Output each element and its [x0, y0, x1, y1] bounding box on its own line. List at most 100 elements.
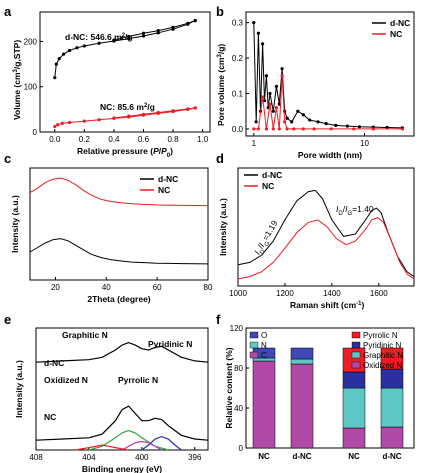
data-point-a-0	[156, 31, 160, 35]
x-tick-label-d: 1200	[276, 289, 294, 298]
bar-segment-graphitic-n	[342, 387, 366, 429]
data-point-a-0	[54, 62, 58, 66]
data-point-a-1	[193, 19, 197, 23]
data-point-b-1	[400, 127, 405, 131]
plot-frame-f	[245, 327, 415, 449]
bar-segment-oxidized-n	[342, 427, 366, 449]
legend-label-f: O	[261, 331, 267, 340]
plot-frame-a	[39, 11, 211, 133]
x-tick-label-c: 40	[102, 283, 111, 292]
legend-swatch-f	[351, 341, 361, 349]
data-point-a-1	[171, 25, 175, 29]
data-point-a-3	[186, 107, 190, 111]
data-point-a-1	[119, 36, 123, 40]
data-point-b-0	[252, 21, 256, 25]
data-point-a-3	[193, 106, 197, 110]
data-point-b-1	[271, 127, 275, 131]
legend-label-f: C	[261, 351, 267, 360]
data-point-b-1	[292, 127, 296, 131]
series-line-e-5	[75, 444, 129, 451]
x-tick-label-e: 400	[135, 453, 149, 462]
data-point-b-0	[260, 42, 265, 46]
data-point-a-2	[67, 120, 72, 125]
x-tick-label-f: d-NC	[382, 452, 401, 461]
x-tick-label-e: 408	[29, 453, 43, 462]
annotation-dnc-area: d-NC: 546.6 m2/g	[65, 32, 133, 42]
legend-swatch-f	[249, 351, 259, 359]
annotation-nc-ratio: ID/IG=1.19	[252, 218, 282, 257]
series-line-e-4	[121, 440, 162, 451]
annotation-dnc-label: d-NC	[44, 358, 64, 368]
data-point-b-0	[301, 113, 305, 117]
y-axis-title-d: Intensity (a.u.)	[218, 198, 228, 256]
data-point-b-1	[268, 102, 272, 106]
data-point-b-0	[385, 125, 389, 130]
data-point-a-3	[156, 110, 160, 115]
annotation-pyridinic-n: Pyridinic N	[148, 339, 192, 349]
data-point-a-2	[53, 124, 57, 129]
data-point-a-1	[186, 21, 190, 25]
y-tick-label-f: 40	[234, 404, 243, 413]
y-axis-title-f: Relative content (%)	[224, 347, 234, 428]
x-tick-label-f: NC	[348, 452, 360, 461]
panel-label-b: b	[216, 4, 224, 19]
x-tick-label-d: 1000	[229, 289, 247, 298]
panel-label-c: c	[4, 151, 11, 166]
legend-label-f: N	[261, 341, 267, 350]
plot-frame-b	[245, 11, 415, 137]
series-line-e-1	[35, 405, 209, 441]
data-point-b-0	[345, 124, 349, 128]
data-point-b-0	[264, 74, 269, 78]
data-point-a-1	[141, 31, 146, 35]
series-line-c-1	[29, 177, 209, 207]
data-point-b-1	[264, 127, 269, 131]
y-tick-label-a: 200	[24, 37, 38, 46]
annotation-dnc-ratio: ID/IG=1.40	[336, 204, 374, 217]
legend-label-d: d-NC	[262, 170, 282, 180]
y-axis-title-e: Intensity (a.u.)	[14, 360, 24, 418]
x-tick-label-a: 0.2	[79, 135, 91, 144]
data-point-a-0	[127, 37, 131, 41]
x-tick-label-b: 1	[252, 139, 257, 148]
data-point-b-0	[254, 120, 258, 124]
x-tick-label-d: 1600	[370, 289, 388, 298]
data-point-b-1	[285, 127, 289, 131]
data-point-a-0	[141, 34, 146, 38]
data-point-b-1	[274, 106, 279, 110]
legend-label-b: d-NC	[390, 18, 410, 28]
series-line-e-0	[35, 341, 209, 363]
bar-segment-c	[290, 363, 314, 449]
bar-segment-pyrrolic-n	[342, 347, 366, 373]
series-line-b-1	[253, 75, 403, 130]
bar-segment-oxidized-n	[380, 426, 404, 449]
legend-label-c: d-NC	[158, 174, 178, 184]
panel-label-f: f	[216, 312, 221, 327]
data-point-a-2	[82, 119, 86, 123]
x-tick-label-e: 404	[82, 453, 96, 462]
data-point-a-1	[112, 38, 116, 42]
legend-label-f: Oxidized N	[363, 361, 402, 370]
data-point-b-0	[285, 116, 289, 120]
plot-frame-c	[29, 167, 209, 281]
panel-label-d: d	[216, 151, 224, 166]
data-point-a-0	[67, 48, 72, 53]
y-tick-label-a: 0	[33, 128, 38, 137]
annotation-nc-area: NC: 85.6 m2/g	[100, 102, 155, 112]
x-tick-label-c: 80	[204, 283, 213, 292]
data-point-b-0	[262, 98, 267, 103]
annotation-nc-label: NC	[44, 412, 56, 422]
plot-frame-d	[237, 167, 415, 287]
legend-label-f: Pyridinic N	[363, 341, 401, 350]
legend-label-f: Pyrrolic N	[363, 331, 398, 340]
x-tick-label-c: 20	[51, 283, 60, 292]
legend-swatch-f	[249, 341, 259, 349]
data-point-b-0	[274, 84, 279, 88]
data-point-b-1	[371, 127, 375, 131]
data-point-a-0	[97, 41, 101, 45]
panel-label-e: e	[4, 312, 11, 327]
data-point-b-1	[260, 95, 265, 99]
data-point-b-1	[277, 127, 281, 131]
legend-swatch-f	[351, 361, 361, 369]
y-axis-title-a: Volume (cm3/g,STP)	[12, 40, 22, 120]
bar-segment-c	[252, 360, 276, 449]
